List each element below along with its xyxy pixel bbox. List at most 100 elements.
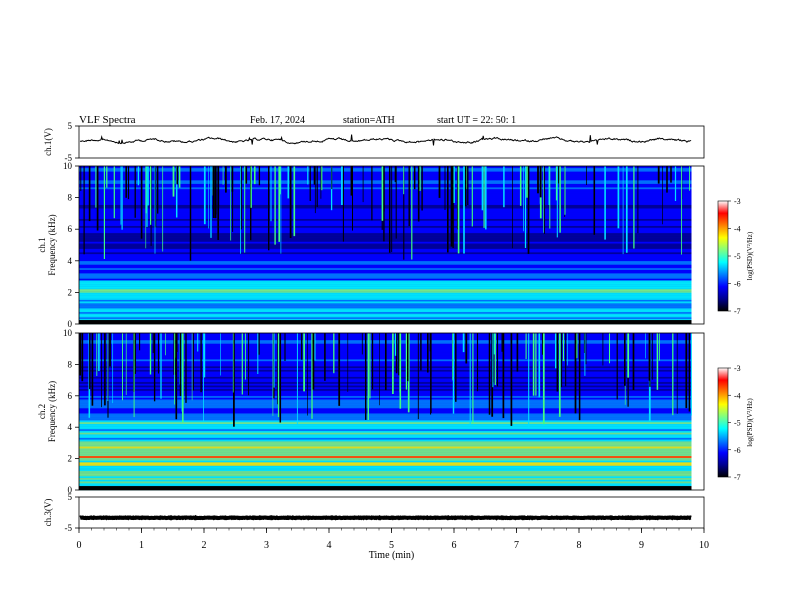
ch2-spectrogram-ytick-label: 4	[68, 422, 73, 432]
ch1-spectrogram-band	[79, 197, 692, 200]
ch1-spectrogram-band	[79, 227, 692, 230]
ch1-spectrogram-band	[79, 248, 692, 251]
ch2-spectrogram-band	[79, 434, 692, 437]
ch2-spectrogram-colorbar	[717, 367, 729, 478]
ch1-spectrogram-band	[79, 206, 692, 209]
ch1-spectrogram-band	[79, 257, 692, 260]
ch2-spectrogram-band	[79, 411, 692, 414]
ch1-spectrogram-band	[79, 232, 692, 235]
ch2-spectrogram-ytick-label: 2	[68, 454, 73, 464]
ch1-spectrogram-band	[79, 174, 692, 177]
ch1-spectrogram-band	[79, 259, 692, 262]
ch2-spectrogram-band	[79, 483, 692, 485]
ch3-waveform-trace	[79, 514, 692, 521]
ch2-spectrogram-band	[79, 467, 692, 470]
ch2-spectrogram-ytick-label: 0	[68, 485, 73, 495]
ch2-spectrogram-ytick-label: 10	[63, 328, 73, 338]
ch1-spectrogram-band	[79, 188, 692, 191]
ch1-spectrogram-band	[79, 271, 692, 274]
ch2-spectrogram-band	[79, 460, 692, 463]
ch1-waveform-ylabel: ch.1(V)	[43, 128, 53, 156]
ch2-spectrogram-colorbar-label: log(PSD)(V²/Hz)	[746, 398, 754, 447]
ch2-spectrogram-band	[79, 453, 692, 456]
ch1-spectrogram-band	[79, 202, 692, 205]
ch1-spectrogram-band	[79, 195, 692, 198]
ch1-spectrogram-band	[79, 234, 692, 237]
ch2-spectrogram-band	[79, 427, 692, 430]
ch1-spectrogram-band	[79, 218, 692, 221]
ch1-spectrogram-colorbar-tick-label: -6	[734, 280, 741, 289]
ch1-spectrogram-band	[79, 267, 692, 270]
ch2-spectrogram-band	[79, 432, 692, 435]
ch1-spectrogram-band	[79, 208, 692, 211]
x-tick-label: 3	[264, 540, 269, 551]
ch1-spectrogram-band	[79, 304, 692, 307]
ch1-spectrogram-band	[79, 301, 692, 304]
x-tick-label: 0	[77, 540, 82, 551]
ch1-spectrogram-band	[79, 225, 692, 228]
ch1-spectrogram-band	[79, 173, 692, 176]
ch1-spectrogram-band	[79, 166, 692, 169]
x-tick-label: 6	[452, 540, 457, 551]
ch1-spectrogram-image	[79, 166, 704, 325]
ch1-spectrogram-band	[79, 187, 692, 190]
ch2-spectrogram-colorbar-tick-label: -6	[734, 446, 741, 455]
ch2-spectrogram-band	[79, 394, 692, 397]
ch1-spectrogram-band	[79, 295, 692, 298]
ch2-spectrogram-band	[79, 465, 692, 468]
ch1-spectrogram-band	[79, 315, 692, 318]
ch1-spectrogram-band	[79, 241, 692, 244]
ch1-spectrogram-band	[79, 178, 692, 181]
ch2-spectrogram-band	[79, 435, 692, 438]
ch1-spectrogram-colorbar-tick-label: -7	[734, 307, 741, 316]
date-label: Feb. 17, 2024	[250, 115, 305, 126]
ch2-spectrogram-band	[79, 399, 692, 402]
ch1-spectrogram-ytick-label: 0	[68, 319, 73, 329]
ch1-spectrogram-ytick-label: 8	[68, 193, 73, 203]
ch2-spectrogram-band	[79, 395, 692, 398]
ch2-spectrogram-band	[79, 408, 692, 410]
ch1-waveform-trace	[79, 134, 692, 146]
ch2-spectrogram-band	[79, 444, 692, 447]
ch2-spectrogram-band	[79, 472, 692, 475]
ch1-spectrogram-band	[79, 185, 692, 188]
ch1-spectrogram-band	[79, 183, 692, 186]
ch1-spectrogram-band	[79, 245, 692, 248]
ch1-spectrogram-baseline	[79, 320, 692, 324]
ch1-spectrogram-band	[79, 250, 692, 253]
ch1-spectrogram-band	[79, 317, 692, 320]
ch2-spectrogram-colorbar-tick-label: -5	[734, 419, 741, 428]
ch2-spectrogram-band	[79, 448, 692, 451]
ch2-spectrogram-band	[79, 449, 692, 452]
ch1-spectrogram-band	[79, 278, 692, 281]
ch1-spectrogram-band	[79, 306, 692, 309]
ch2-spectrogram-band	[79, 392, 692, 395]
ch2-spectrogram-band	[79, 406, 692, 409]
ch1-spectrogram-band	[79, 287, 692, 290]
ch1-spectrogram-band	[79, 215, 692, 218]
ch1-spectrogram-band	[79, 181, 692, 184]
ch2-spectrogram-band	[79, 477, 692, 480]
ch2-spectrogram-band	[79, 397, 692, 400]
ch2-spectrogram-band	[79, 404, 692, 407]
ch2-spectrogram-band	[79, 479, 692, 482]
ch2-spectrogram-band	[79, 474, 692, 477]
ch1-spectrogram-colorbar-label: log(PSD)(V²/Hz)	[746, 231, 754, 280]
ch1-spectrogram-band	[79, 236, 692, 239]
ch1-waveform-ytick-label: 5	[68, 121, 73, 131]
ch2-spectrogram-band	[79, 462, 692, 465]
ch1-spectrogram-band	[79, 192, 692, 195]
ch1-waveform-ytick-label: -5	[65, 153, 73, 163]
ch1-spectrogram-band	[79, 222, 692, 225]
ch3-waveform-ytick-label: -5	[65, 523, 73, 533]
ch2-spectrogram-channel-label: ch.2	[37, 404, 47, 419]
ch1-spectrogram-band	[79, 299, 692, 302]
ch1-spectrogram-ylabel: Frequency (kHz)	[47, 214, 57, 275]
ch1-spectrogram-band	[79, 169, 692, 172]
ch1-spectrogram-band	[79, 310, 692, 313]
ch2-spectrogram-band	[79, 469, 692, 472]
ch2-spectrogram-band	[79, 422, 692, 424]
ch2-spectrogram-colorbar-tick-label: -3	[734, 364, 741, 373]
ch2-spectrogram-band	[79, 401, 692, 403]
